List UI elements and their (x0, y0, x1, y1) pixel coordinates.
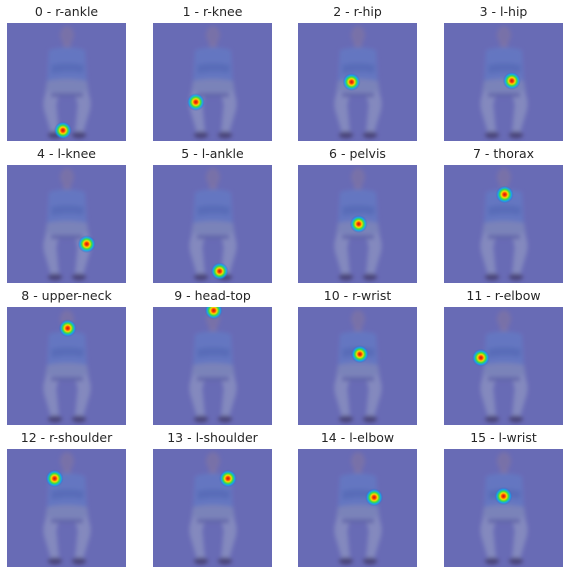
panel-title: 10 - r-wrist (323, 288, 392, 303)
panel-title: 13 - l-shoulder (167, 430, 258, 445)
panel-title: 8 - upper-neck (21, 288, 112, 303)
heatmap-image (7, 449, 126, 567)
heatmap-panel (444, 23, 563, 141)
panel-title: 5 - l-ankle (181, 146, 244, 161)
keypoint-heatmap-blob (45, 469, 64, 488)
heatmap-panel (7, 307, 126, 425)
heatmap-image (298, 23, 417, 141)
person-silhouette (480, 452, 528, 565)
keypoint-heatmap-blob (210, 262, 229, 281)
keypoint-heatmap-blob (494, 487, 513, 506)
heatmap-image (153, 165, 272, 283)
person-silhouette (480, 168, 528, 281)
keypoint-heatmap-blob (350, 345, 369, 364)
keypoint-heatmap-blob (365, 488, 384, 507)
heatmap-panel (7, 449, 126, 567)
heatmap-image (7, 307, 126, 425)
panel-title: 11 - r-elbow (466, 288, 541, 303)
heatmap-panel (298, 23, 417, 141)
keypoint-heatmap-blob (218, 469, 237, 488)
keypoint-heatmap-blob (502, 71, 521, 90)
heatmap-panel (298, 307, 417, 425)
panel-title: 0 - r-ankle (34, 4, 99, 19)
heatmap-panel (298, 165, 417, 283)
panel-title: 1 - r-knee (182, 4, 243, 19)
keypoint-heatmap-blob (471, 348, 490, 367)
keypoint-heatmap-blob (342, 73, 361, 91)
keypoint-heatmap-blob (495, 185, 514, 204)
heatmap-panel (7, 23, 126, 141)
heatmap-panel (444, 307, 563, 425)
keypoint-heatmap-blob (186, 93, 205, 112)
person-silhouette (480, 310, 528, 423)
panel-title: 14 - l-elbow (320, 430, 395, 445)
panel-title: 3 - l-hip (479, 4, 528, 19)
heatmap-image (298, 307, 417, 425)
heatmap-panel (444, 449, 563, 567)
panel-title: 7 - thorax (472, 146, 535, 161)
keypoint-heatmap-blob (349, 215, 368, 233)
panel-title: 9 - head-top (174, 288, 251, 303)
heatmap-panel (153, 307, 272, 425)
heatmap-image (444, 23, 563, 141)
heatmap-image (7, 165, 126, 283)
heatmap-image (444, 165, 563, 283)
heatmap-image (153, 23, 272, 141)
person-silhouette (43, 26, 91, 139)
heatmap-panel (153, 165, 272, 283)
keypoint-heatmap-blob (53, 121, 72, 140)
heatmap-panel (153, 449, 272, 567)
panel-title: 15 - l-wrist (470, 430, 537, 445)
heatmap-image (444, 307, 563, 425)
panel-title: 6 - pelvis (329, 146, 386, 161)
heatmap-panel (444, 165, 563, 283)
keypoint-heatmap-blob (58, 319, 77, 338)
heatmap-image (7, 23, 126, 141)
person-silhouette (334, 168, 382, 281)
heatmap-image (298, 165, 417, 283)
heatmap-image (153, 449, 272, 567)
heatmap-panel (298, 449, 417, 567)
keypoint-heatmap-blob (77, 235, 96, 254)
heatmap-panel (7, 165, 126, 283)
heatmap-image (444, 449, 563, 567)
keypoint-heatmap-blob (204, 307, 223, 320)
person-silhouette (189, 310, 237, 423)
person-silhouette (189, 452, 237, 565)
heatmap-image (153, 307, 272, 425)
panel-title: 4 - l-knee (37, 146, 96, 161)
heatmap-image (298, 449, 417, 567)
panel-title: 2 - r-hip (333, 4, 382, 19)
heatmap-panel (153, 23, 272, 141)
panel-title: 12 - r-shoulder (20, 430, 113, 445)
person-silhouette (334, 452, 382, 565)
